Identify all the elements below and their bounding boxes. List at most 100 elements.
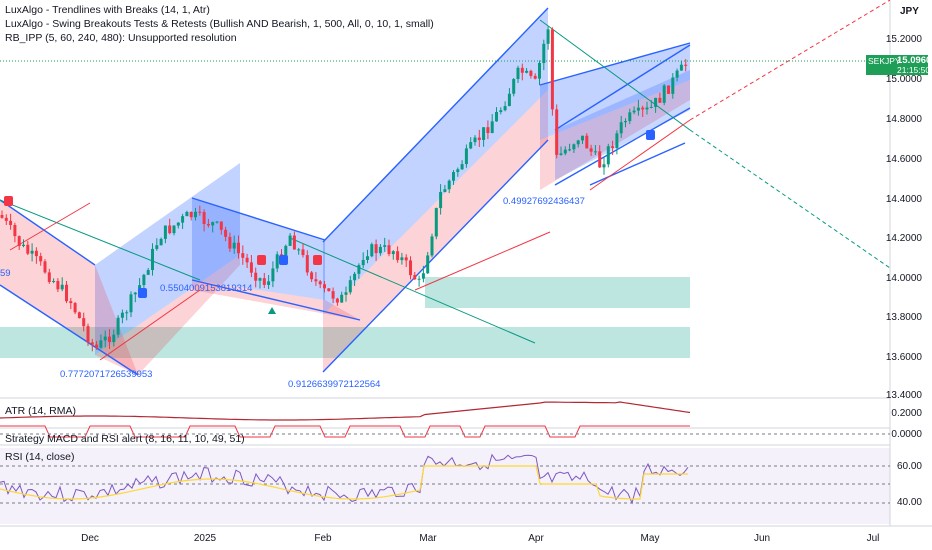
candle-body [512, 79, 516, 94]
price-axis-label: 14.6000 [885, 154, 922, 165]
macd-alert-line [0, 425, 690, 438]
atr-indicator-label[interactable]: ATR (14, RMA) [5, 405, 76, 417]
candle-body [538, 63, 541, 79]
candle-body [602, 164, 606, 168]
candle-body [649, 106, 653, 108]
candle-body [495, 112, 498, 122]
rsi-axis-label: 40.00 [896, 497, 922, 508]
candle-body [60, 284, 64, 290]
candle-body [520, 67, 524, 73]
candle-body [361, 259, 365, 266]
candle-body [628, 112, 632, 122]
legend-swing-breakouts[interactable]: LuxAlgo - Swing Breakouts Tests & Retest… [5, 18, 434, 30]
rsi-line [0, 453, 689, 505]
candle-body [120, 312, 124, 318]
candle-body [671, 77, 675, 94]
candle-body [486, 127, 490, 134]
candle-body [47, 272, 51, 282]
candle-body [370, 244, 374, 257]
time-axis-label: Apr [528, 533, 544, 544]
candle-body [353, 273, 357, 281]
candle-body [434, 208, 438, 237]
candle-body [426, 255, 430, 274]
candle-body [129, 294, 133, 313]
rsi-pane-bg [0, 448, 890, 524]
swing-ratio-label: 0.9126639972122564 [288, 379, 381, 390]
candle-body [477, 137, 481, 140]
candle-body [26, 244, 30, 254]
candles [0, 26, 688, 352]
candle-body [413, 275, 417, 280]
rsi-indicator-label[interactable]: RSI (14, close) [5, 451, 75, 463]
candle-body [593, 151, 597, 153]
candle-body [17, 236, 21, 247]
candle-body [598, 151, 602, 168]
candle-body [125, 312, 129, 314]
candle-body [13, 224, 17, 237]
candle-body [684, 64, 688, 66]
channel-upper [192, 198, 325, 300]
candle-body [378, 246, 382, 254]
swing-ratio-label: 0.49927692436437 [503, 196, 585, 207]
candle-body [576, 140, 580, 145]
candle-body [503, 106, 507, 111]
candle-body [507, 93, 511, 107]
candle-body [271, 268, 275, 282]
candle-body [404, 257, 408, 261]
candle-body [56, 280, 60, 290]
currency-label[interactable]: JPY [900, 6, 919, 17]
trendline [589, 119, 691, 191]
candle-body [22, 244, 25, 247]
candle-body [151, 248, 154, 271]
time-axis-label: Mar [419, 533, 437, 544]
price-axis-label: 14.0000 [885, 273, 922, 284]
time-axis-label: Jun [753, 533, 771, 544]
legend-rb-ipp[interactable]: RB_IPP (5, 60, 240, 480): Unsupported re… [5, 32, 237, 44]
candle-body [310, 272, 314, 280]
candle-body [224, 229, 228, 237]
bear-break-marker [313, 255, 322, 265]
candle-body [430, 236, 434, 256]
candle-body [163, 225, 167, 239]
legend-trendlines[interactable]: LuxAlgo - Trendlines with Breaks (14, 1,… [5, 4, 210, 16]
price-axis-label: 15.0000 [885, 74, 922, 85]
price-axis-label: 14.4000 [885, 194, 922, 205]
macd-indicator-label[interactable]: Strategy MACD and RSI alert (8, 16, 11, … [5, 433, 245, 445]
candle-body [288, 235, 292, 246]
candle-body [185, 211, 189, 217]
candle-body [645, 107, 649, 110]
trendline-projection [689, 0, 891, 121]
channel-lower [95, 255, 240, 375]
candle-body [533, 75, 537, 79]
candle-body [542, 43, 546, 64]
candle-body [297, 249, 301, 251]
candle-body [0, 215, 4, 218]
symbol-label: SEKJPY [868, 56, 901, 66]
candle-body [305, 255, 309, 273]
candle-body [525, 70, 529, 73]
candle-body [490, 121, 494, 134]
price-axis-label: 15.2000 [885, 34, 922, 45]
candle-body [383, 245, 387, 247]
atr-line [0, 401, 691, 421]
candle-body [219, 221, 223, 230]
candle-body [546, 29, 550, 44]
candle-body [662, 85, 666, 103]
candle-body [568, 149, 572, 151]
candle-body [284, 245, 288, 259]
candle-body [262, 278, 266, 285]
candle-body [9, 220, 13, 225]
trendline [99, 289, 201, 361]
candle-body [344, 292, 348, 295]
candle-body [675, 70, 679, 78]
candle-body [550, 29, 554, 110]
candle-body [585, 135, 589, 149]
candle-body [473, 137, 477, 143]
candle-body [258, 278, 262, 281]
candle-body [615, 133, 619, 149]
candle-body [112, 334, 116, 343]
candle-body [559, 153, 563, 155]
time-axis-label: 2025 [193, 533, 217, 544]
rsi-ma-line [0, 465, 688, 500]
